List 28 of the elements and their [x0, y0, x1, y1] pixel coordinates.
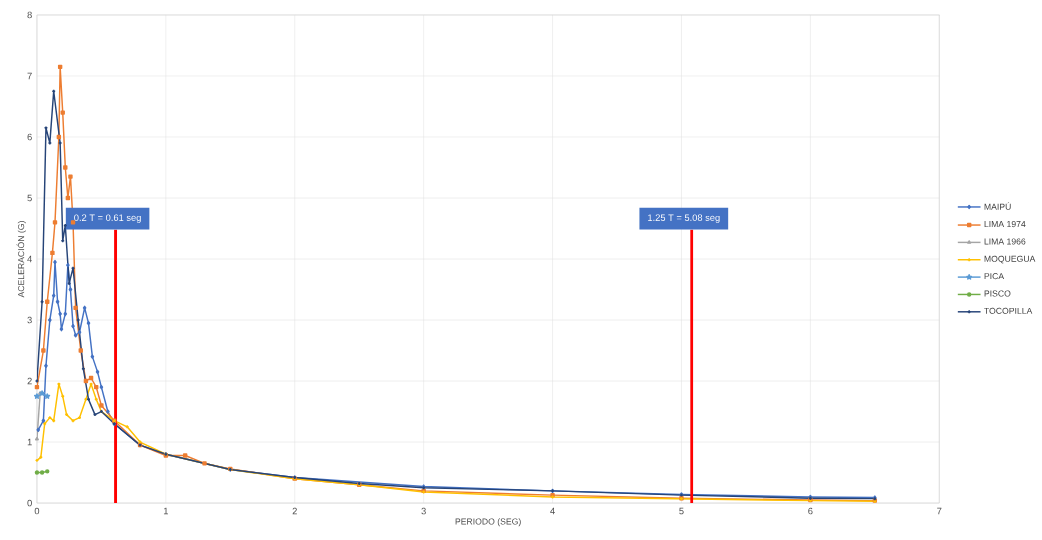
y-tick-label: 1: [27, 438, 32, 446]
legend-label: PISCO: [984, 290, 1011, 297]
y-tick-label: 2: [27, 377, 32, 385]
ref-line-label: 0.2 T = 0.61 seg: [74, 214, 141, 223]
x-tick-label: 3: [421, 507, 426, 515]
x-tick-label: 6: [808, 507, 813, 515]
y-tick-label: 4: [27, 255, 32, 263]
x-axis-title: PERIODO (SEG): [455, 518, 521, 527]
x-tick-label: 5: [679, 507, 684, 515]
y-tick-label: 5: [27, 194, 32, 202]
legend-label: LIMA 1974: [984, 221, 1026, 228]
legend-label: PICA: [984, 273, 1005, 280]
legend-label: MAIPÚ: [984, 202, 1011, 210]
y-tick-label: 8: [27, 11, 32, 19]
ref-line-label: 1.25 T = 5.08 seg: [648, 214, 720, 223]
y-tick-label: 7: [27, 72, 32, 80]
legend-label: LIMA 1966: [984, 238, 1026, 245]
x-tick-label: 0: [34, 507, 40, 515]
y-tick-label: 6: [27, 133, 32, 141]
x-tick-label: 4: [550, 507, 555, 515]
y-tick-label: 3: [27, 316, 32, 324]
x-tick-label: 1: [163, 507, 168, 515]
x-tick-label: 7: [937, 507, 942, 515]
y-tick-label: 0: [27, 499, 32, 507]
legend-label: MOQUEGUA: [984, 255, 1036, 264]
y-axis-title: ACELERACIÓN (G): [16, 221, 26, 298]
legend-label: TOCOPILLA: [984, 307, 1033, 314]
x-tick-label: 2: [292, 507, 297, 515]
